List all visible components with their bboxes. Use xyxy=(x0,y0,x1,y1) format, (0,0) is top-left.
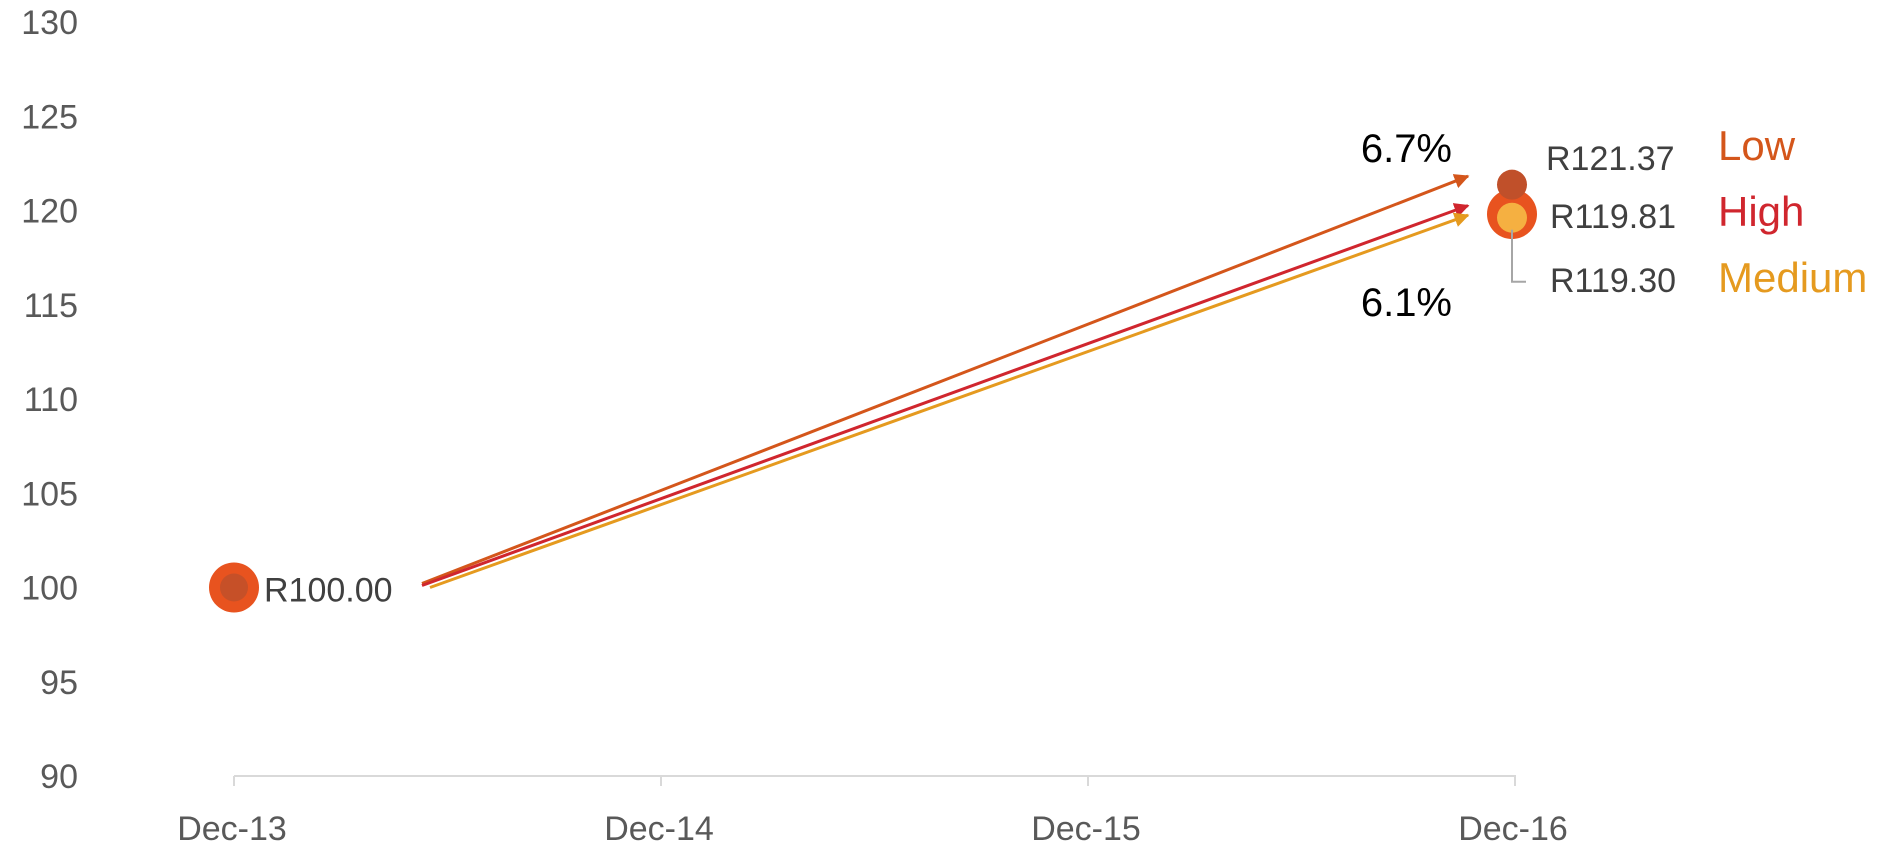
y-tick-label: 95 xyxy=(40,664,78,702)
value-labels: R100.00 R121.37 R119.81 R119.30 xyxy=(264,140,1676,610)
arrow-medium xyxy=(429,212,1470,589)
y-tick-label: 120 xyxy=(21,193,78,231)
legend-high: High xyxy=(1718,188,1804,235)
x-axis: Dec-13 Dec-14 Dec-15 Dec-16 xyxy=(177,775,1568,846)
y-tick-label: 100 xyxy=(21,570,78,608)
legend-medium: Medium xyxy=(1718,254,1867,301)
legend-low: Low xyxy=(1718,122,1796,169)
medium-leader-line xyxy=(1511,229,1526,283)
y-tick-label: 125 xyxy=(21,98,78,136)
y-tick-label: 115 xyxy=(24,287,78,325)
x-tick-label: Dec-15 xyxy=(1031,810,1141,846)
high-value-label: R119.81 xyxy=(1550,198,1676,236)
x-tick-label: Dec-16 xyxy=(1458,810,1568,846)
growth-arrows xyxy=(421,174,1470,589)
y-tick-label: 130 xyxy=(21,4,78,42)
arrow-high xyxy=(421,203,1470,587)
legend: Low High Medium xyxy=(1718,122,1867,301)
annotation-low-rate: 6.7% xyxy=(1361,127,1452,171)
low-value-label: R121.37 xyxy=(1546,140,1675,178)
data-markers xyxy=(209,169,1537,613)
y-tick-label: 110 xyxy=(24,381,78,419)
end-marker-medium xyxy=(1497,202,1527,233)
start-marker-inner xyxy=(220,573,248,602)
y-tick-label: 105 xyxy=(21,475,78,513)
y-axis-ticks: 90 95 100 105 110 115 120 125 130 xyxy=(21,4,78,796)
end-marker-low xyxy=(1497,169,1527,200)
medium-value-label: R119.30 xyxy=(1550,262,1676,300)
annotation-medium-rate: 6.1% xyxy=(1361,281,1452,325)
start-value-label: R100.00 xyxy=(264,572,393,610)
arrow-low xyxy=(421,174,1470,585)
rate-annotations: 6.7% 6.1% xyxy=(1361,127,1452,325)
x-tick-label: Dec-14 xyxy=(604,810,714,846)
y-tick-label: 90 xyxy=(40,758,78,796)
x-tick-label: Dec-13 xyxy=(177,810,287,846)
